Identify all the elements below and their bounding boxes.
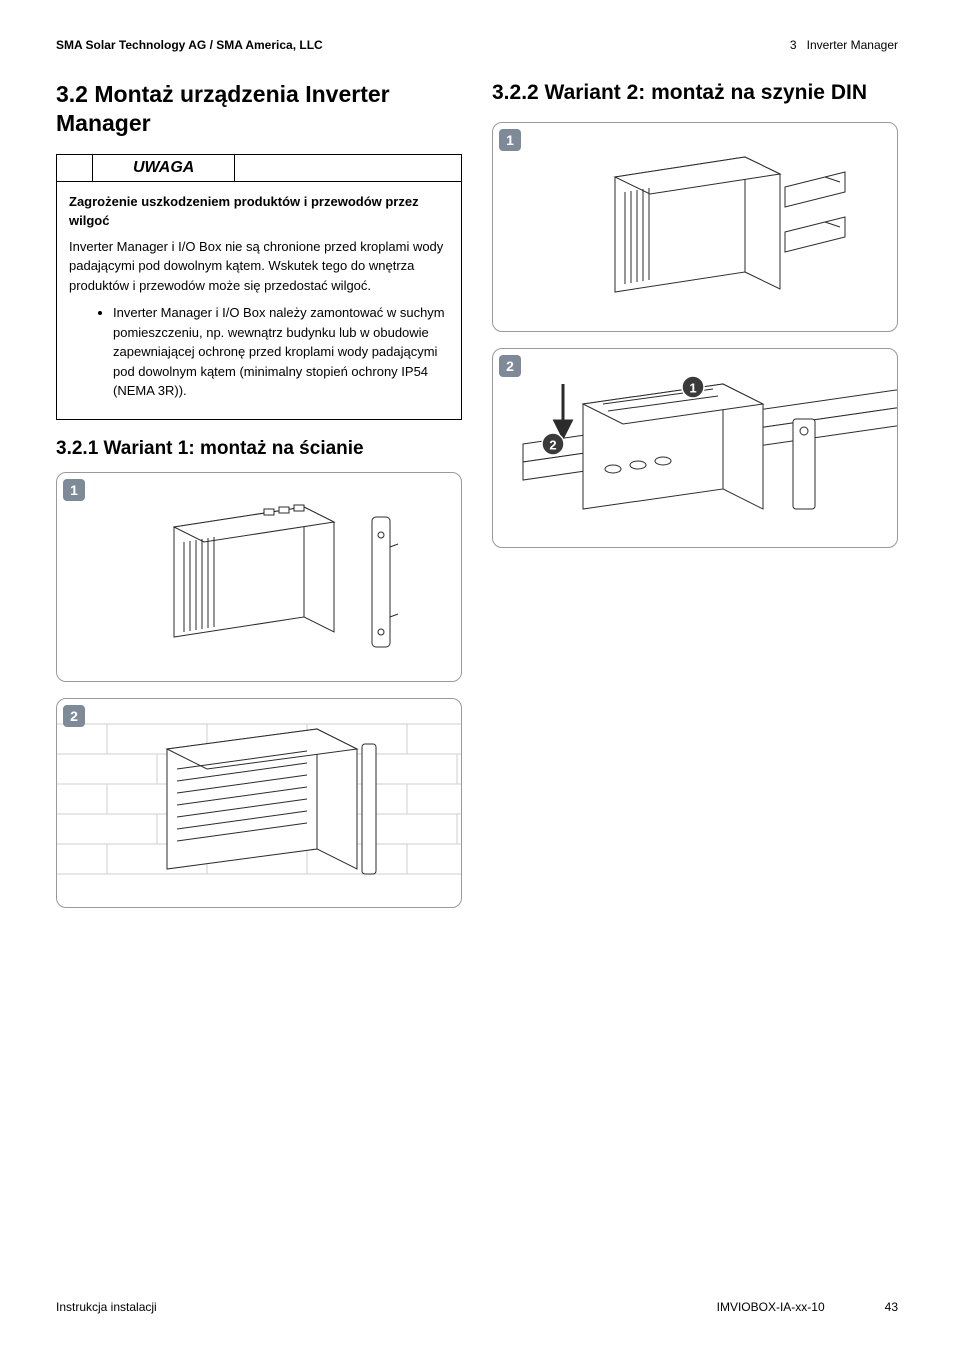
figure-wall-step2: 2 (56, 698, 462, 908)
section-3-2-2-title: 3.2.2 Wariant 2: montaż na szynie DIN (492, 80, 898, 106)
notice-list: Inverter Manager i I/O Box należy zamont… (69, 303, 449, 401)
device-bracket-illustration (94, 487, 424, 667)
figure-badge: 1 (63, 479, 85, 501)
footer-page-number: 43 (885, 1300, 898, 1314)
footer-right: IMVIOBOX-IA-xx-10 43 (717, 1300, 898, 1314)
right-column: 3.2.2 Wariant 2: montaż na szynie DIN 1 (492, 80, 898, 924)
figure-wall-step1: 1 (56, 472, 462, 682)
figure-badge: 2 (499, 355, 521, 377)
left-column: 3.2 Montaż urządzenia Inverter Manager U… (56, 80, 462, 924)
page-header: SMA Solar Technology AG / SMA America, L… (56, 38, 898, 52)
notice-list-item: Inverter Manager i I/O Box należy zamont… (113, 303, 449, 401)
notice-box: UWAGA Zagrożenie uszkodzeniem produktów … (56, 154, 462, 420)
section-3-2-title: 3.2 Montaż urządzenia Inverter Manager (56, 80, 462, 138)
device-on-wall-illustration (57, 699, 461, 907)
figure-badge: 1 (499, 129, 521, 151)
notice-header: UWAGA (57, 155, 461, 182)
page-footer: Instrukcja instalacji IMVIOBOX-IA-xx-10 … (56, 1300, 898, 1314)
section-3-2-1-title: 3.2.1 Wariant 1: montaż na ścianie (56, 438, 462, 460)
notice-label: UWAGA (93, 155, 235, 181)
callout-1: 1 (689, 381, 696, 396)
notice-header-fill (235, 155, 461, 181)
header-section-num: 3 (790, 38, 797, 52)
notice-paragraph: Inverter Manager i I/O Box nie są chroni… (69, 237, 449, 296)
notice-body: Zagrożenie uszkodzeniem produktów i prze… (57, 182, 461, 419)
footer-doc-id: IMVIOBOX-IA-xx-10 (717, 1300, 825, 1314)
content-columns: 3.2 Montaż urządzenia Inverter Manager U… (56, 80, 898, 924)
device-din-illustration-1 (525, 132, 865, 322)
device-din-illustration-2: 1 2 (493, 349, 897, 547)
figure-badge: 2 (63, 705, 85, 727)
figure-din-step1: 1 (492, 122, 898, 332)
header-section-text: Inverter Manager (807, 38, 898, 52)
figure-din-step2: 2 (492, 348, 898, 548)
callout-2: 2 (549, 438, 556, 453)
header-section: 3 Inverter Manager (790, 38, 898, 52)
notice-subhead: Zagrożenie uszkodzeniem produktów i prze… (69, 192, 449, 231)
header-company: SMA Solar Technology AG / SMA America, L… (56, 38, 323, 52)
notice-header-pad (57, 155, 93, 181)
footer-left: Instrukcja instalacji (56, 1300, 157, 1314)
